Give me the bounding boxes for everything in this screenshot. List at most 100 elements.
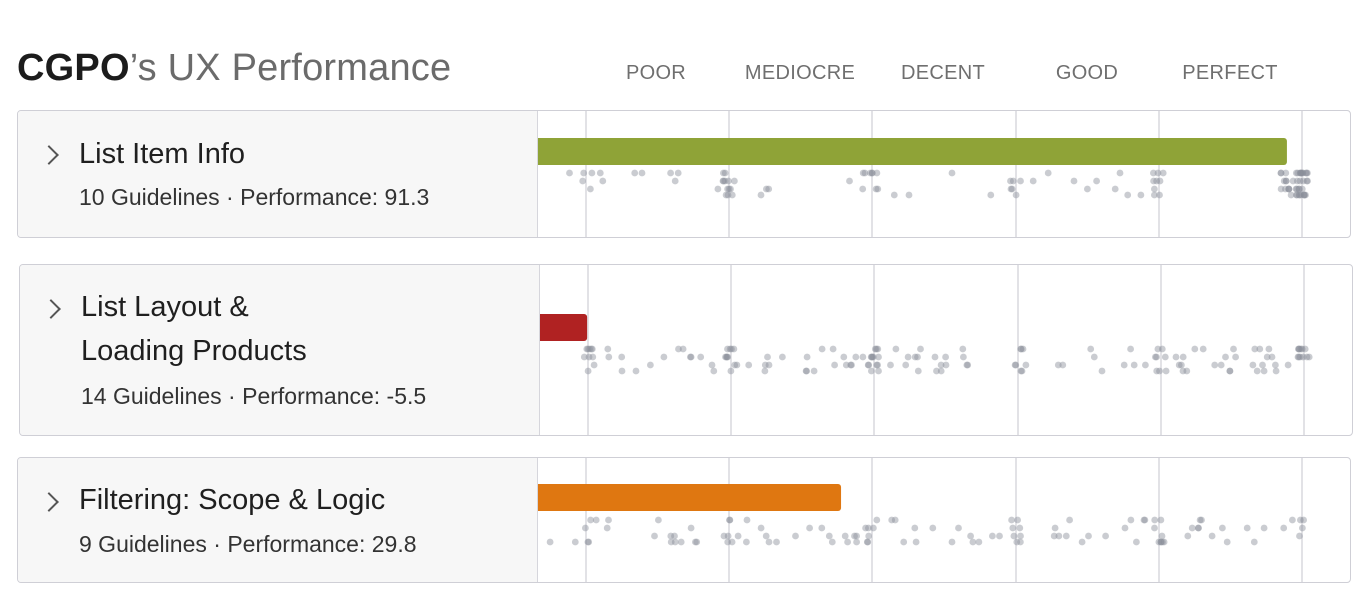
guideline-dot: [1211, 361, 1219, 369]
guideline-dot: [853, 532, 860, 540]
category-info-panel[interactable]: List Layout & Loading Products 14 Guidel…: [20, 265, 540, 435]
guideline-dot: [1137, 191, 1145, 199]
guideline-dot: [1226, 367, 1234, 375]
guideline-dot: [1184, 532, 1192, 540]
guideline-dot: [583, 345, 591, 353]
guideline-dot: [869, 353, 877, 361]
guideline-dot: [848, 361, 855, 369]
guideline-dot: [1116, 169, 1124, 177]
guideline-dot: [743, 516, 751, 524]
scale-label-mediocre: MEDIOCRE: [744, 62, 856, 84]
guideline-dot: [692, 538, 699, 546]
guideline-dot: [1014, 516, 1021, 524]
category-title: List Item Info: [79, 138, 246, 170]
guideline-dot: [1195, 524, 1202, 532]
guideline-dot: [867, 169, 874, 177]
guideline-dot: [1299, 177, 1307, 185]
guideline-dot: [967, 532, 974, 540]
guideline-dot: [571, 538, 579, 546]
guideline-dot: [1022, 361, 1030, 369]
guideline-dot: [1157, 516, 1165, 524]
guideline-dot: [864, 538, 872, 546]
guideline-dot: [671, 538, 679, 546]
category-row-list-item-info[interactable]: List Item Info 10 Guidelines · Performan…: [17, 110, 1351, 238]
guideline-dot: [873, 169, 881, 177]
category-row-list-layout[interactable]: List Layout & Loading Products 14 Guidel…: [19, 264, 1353, 436]
guideline-dot: [1017, 177, 1024, 185]
guideline-dot: [586, 345, 593, 353]
guideline-dot: [1294, 353, 1302, 361]
guideline-dot: [1296, 353, 1304, 361]
guideline-dot: [859, 185, 867, 193]
guideline-dot: [779, 353, 786, 361]
guideline-dot: [1301, 191, 1308, 199]
guideline-dot: [1268, 353, 1276, 361]
category-summary: 10 Guidelines · Performance: 91.3: [79, 182, 429, 212]
chart-svg: [540, 265, 1313, 435]
guideline-dot: [1230, 345, 1237, 353]
guideline-dot: [631, 169, 639, 177]
guideline-dot: [679, 345, 687, 353]
guideline-dot: [618, 367, 626, 375]
category-title: Filtering: Scope & Logic: [79, 484, 386, 516]
guideline-dot: [842, 361, 850, 369]
guideline-dot: [859, 353, 867, 361]
guideline-dot: [1078, 538, 1086, 546]
guideline-dot: [1297, 169, 1304, 177]
guideline-dot: [1222, 353, 1229, 361]
guideline-dot: [605, 353, 613, 361]
guideline-dot: [975, 538, 983, 546]
guidelines-count: 10 Guidelines: [79, 184, 220, 210]
guideline-dot: [1297, 516, 1304, 524]
category-info-panel[interactable]: List Item Info 10 Guidelines · Performan…: [18, 111, 538, 237]
guideline-dot: [1285, 185, 1293, 193]
guideline-dot: [724, 538, 732, 546]
guideline-dot: [931, 353, 939, 361]
guideline-dot: [1179, 353, 1187, 361]
guideline-dot: [1303, 169, 1311, 177]
guideline-dot: [1295, 353, 1303, 361]
guideline-dot: [964, 361, 972, 369]
guideline-dot: [638, 169, 646, 177]
guideline-dot: [1196, 516, 1204, 524]
guideline-dot: [714, 185, 722, 193]
chevron-right-icon[interactable]: [39, 145, 59, 165]
guideline-dot: [847, 361, 855, 369]
guideline-dot: [1250, 538, 1258, 546]
guideline-dot: [1151, 185, 1158, 193]
guideline-dot: [727, 185, 734, 193]
guideline-dot: [1217, 361, 1225, 369]
guideline-dot: [728, 345, 735, 353]
guideline-dot: [1012, 191, 1020, 199]
guideline-dot: [868, 353, 876, 361]
chevron-right-icon[interactable]: [41, 299, 61, 319]
guideline-dot: [587, 345, 595, 353]
category-row-filtering[interactable]: Filtering: Scope & Logic 9 Guidelines · …: [17, 457, 1351, 583]
guideline-dot: [1260, 524, 1268, 532]
guideline-dot: [724, 185, 731, 193]
guideline-dot: [912, 538, 920, 546]
guideline-dot: [868, 353, 876, 361]
guideline-dot: [726, 516, 733, 524]
guideline-dot: [888, 516, 896, 524]
category-info-panel[interactable]: Filtering: Scope & Logic 9 Guidelines · …: [18, 458, 538, 582]
guideline-dot: [599, 177, 607, 185]
guideline-dot: [865, 524, 872, 532]
guideline-dot: [818, 345, 826, 353]
guidelines-count: 14 Guidelines: [81, 383, 222, 409]
guideline-dot: [1010, 532, 1018, 540]
guideline-dot: [671, 532, 678, 540]
guideline-dot: [1265, 345, 1273, 353]
guideline-dot: [1175, 361, 1183, 369]
chevron-right-icon[interactable]: [39, 492, 59, 512]
performance-bar: [538, 484, 842, 511]
guideline-dot: [1256, 345, 1264, 353]
guideline-dot: [724, 191, 732, 199]
guideline-dot: [1140, 516, 1148, 524]
guideline-dot: [1295, 345, 1303, 353]
guideline-dot: [887, 361, 894, 369]
guideline-dot: [803, 353, 811, 361]
guideline-dot: [765, 185, 773, 193]
guideline-dot: [1153, 367, 1161, 375]
guideline-dot: [710, 367, 718, 375]
